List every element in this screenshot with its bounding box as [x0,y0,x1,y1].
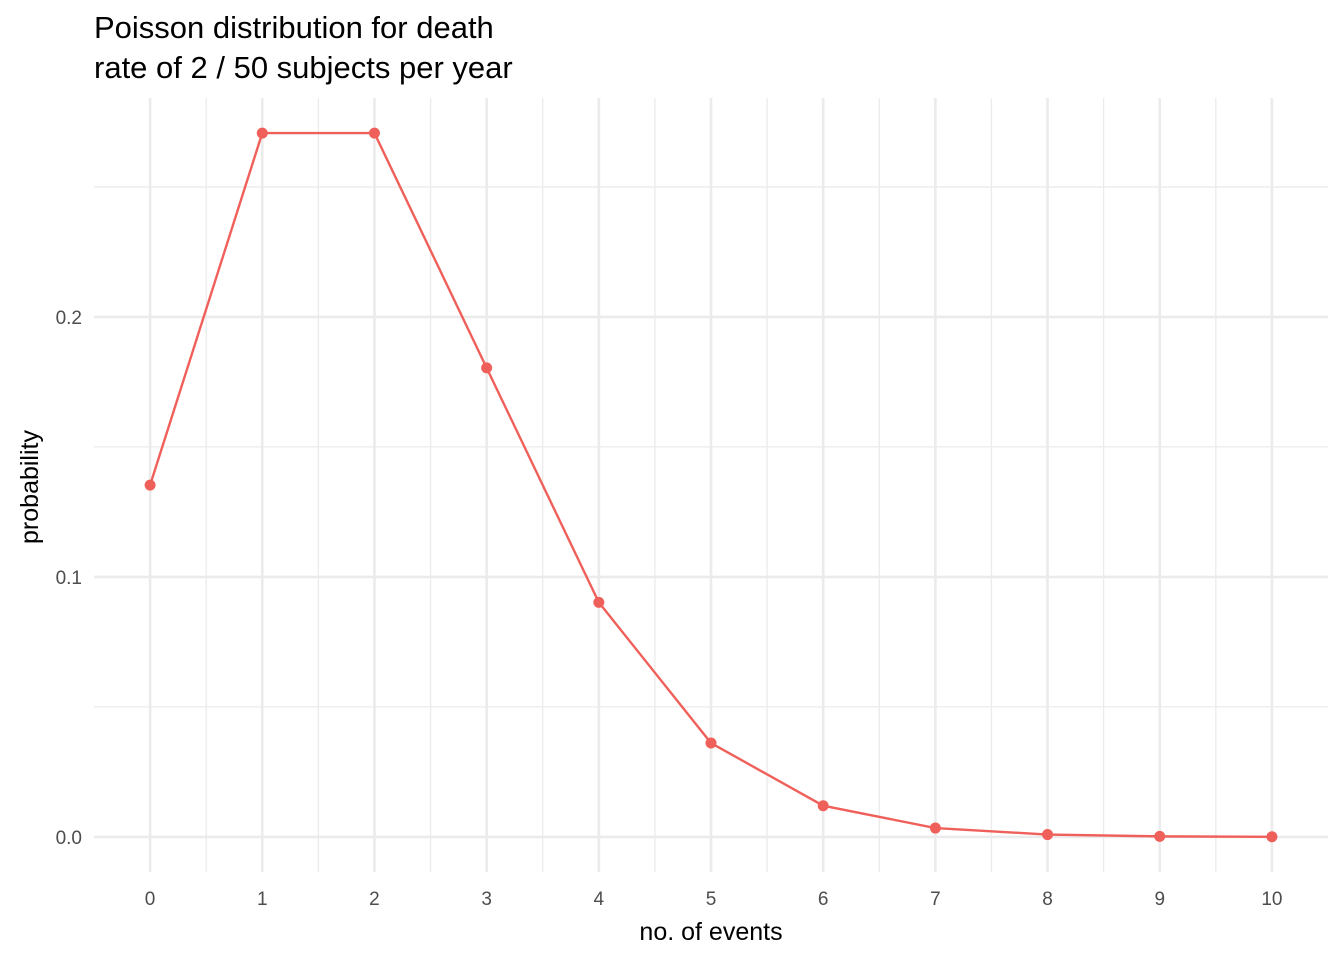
data-point [144,479,156,491]
data-point [481,362,493,374]
x-tick-label: 7 [930,889,941,910]
x-tick-label: 5 [706,889,717,910]
data-point [705,737,717,749]
x-tick-label: 1 [257,889,268,910]
data-point [1154,830,1166,842]
chart-title-line-2: rate of 2 / 50 subjects per year [94,50,513,85]
data-point [817,800,829,812]
y-tick-label: 0.2 [56,308,82,329]
data-point [1042,829,1054,841]
data-point [256,127,268,139]
x-tick-label: 2 [369,889,380,910]
y-tick-label: 0.1 [56,568,82,589]
data-series [144,127,1278,843]
data-point [929,822,941,834]
gridlines [94,98,1328,872]
chart-title-line-1: Poisson distribution for death [94,10,494,45]
x-tick-label: 10 [1261,889,1282,910]
x-tick-label: 4 [594,889,605,910]
x-tick-label: 9 [1154,889,1165,910]
data-point [368,127,380,139]
data-point [593,596,605,608]
x-axis-title: no. of events [639,918,782,946]
x-tick-label: 3 [481,889,492,910]
y-tick-label: 0.0 [56,828,82,849]
tick-labels: 0 1 2 3 4 5 6 7 8 9 10 0.0 0.1 0.2 [56,308,1283,910]
x-tick-label: 8 [1042,889,1053,910]
x-tick-label: 0 [145,889,156,910]
x-tick-label: 6 [818,889,829,910]
data-point [1266,831,1278,843]
y-axis-title: probability [16,430,44,544]
